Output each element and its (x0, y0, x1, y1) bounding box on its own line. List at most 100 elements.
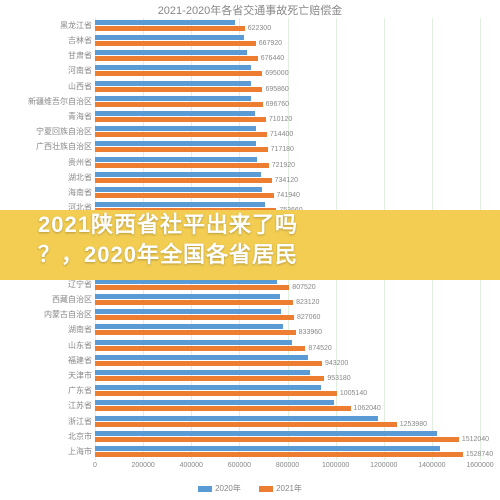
bar-row: 甘肃省676440 (95, 49, 480, 63)
bar-value-label: 874520 (308, 346, 331, 351)
category-label: 江苏省 (3, 399, 95, 413)
bar-2020 (95, 172, 261, 177)
bar-2021: 833960 (95, 330, 296, 335)
bar-2021: 874520 (95, 346, 305, 351)
bar-value-label: 833960 (299, 330, 322, 335)
bar-2020 (95, 50, 247, 55)
bar-2020 (95, 187, 262, 192)
bar-value-label: 695860 (265, 87, 288, 92)
bar-row: 广东省1005140 (95, 384, 480, 398)
bar-row: 山东省874520 (95, 339, 480, 353)
bar-row: 北京市1512040 (95, 430, 480, 444)
bar-row: 西藏自治区823120 (95, 293, 480, 307)
category-label: 福建省 (3, 354, 95, 368)
bar-value-label: 1253980 (400, 422, 427, 427)
category-label: 河南省 (3, 64, 95, 78)
bar-2021: 1005140 (95, 391, 337, 396)
bar-2020 (95, 65, 251, 70)
bar-value-label: 1512040 (462, 437, 489, 442)
category-label: 浙江省 (3, 415, 95, 429)
bar-2020 (95, 355, 308, 360)
bar-row: 浙江省1253980 (95, 415, 480, 429)
bar-2020 (95, 35, 244, 40)
bar-2020 (95, 431, 437, 436)
bar-2021: 827060 (95, 315, 294, 320)
bar-row: 广西壮族自治区717180 (95, 140, 480, 154)
category-label: 海南省 (3, 186, 95, 200)
headline-overlay: 2021陕西省社平出来了吗 ？，2020年全国各省居民 (0, 210, 500, 280)
bar-2020 (95, 202, 265, 207)
bar-2021: 823120 (95, 300, 293, 305)
bar-2021: 1062040 (95, 406, 351, 411)
x-axis: 0200000400000600000800000100000012000001… (95, 462, 480, 478)
bar-2021: 717180 (95, 147, 268, 152)
bar-value-label: 1062040 (354, 406, 381, 411)
bar-2021: 953180 (95, 376, 324, 381)
bar-row: 海南省741940 (95, 186, 480, 200)
bar-2020 (95, 400, 334, 405)
bar-2020 (95, 141, 256, 146)
bar-row: 新疆维吾尔自治区696760 (95, 95, 480, 109)
bar-value-label: 717180 (271, 147, 294, 152)
bar-value-label: 667920 (259, 41, 282, 46)
category-label: 湖南省 (3, 323, 95, 337)
category-label: 天津市 (3, 369, 95, 383)
legend: 2020年 2021年 (0, 483, 500, 494)
bar-value-label: 807520 (292, 285, 315, 290)
category-label: 新疆维吾尔自治区 (3, 95, 95, 109)
headline-line2: ？，2020年全国各省居民 (0, 240, 500, 270)
bar-2020 (95, 309, 281, 314)
bar-row: 福建省943200 (95, 354, 480, 368)
bar-2021: 695000 (95, 71, 262, 76)
bar-row: 湖南省833960 (95, 323, 480, 337)
bar-2020 (95, 157, 257, 162)
bar-2020 (95, 81, 251, 86)
bar-2020 (95, 416, 378, 421)
legend-swatch-2020 (198, 486, 212, 492)
category-label: 山东省 (3, 339, 95, 353)
bar-2021: 710120 (95, 117, 266, 122)
bar-value-label: 696760 (266, 102, 289, 107)
bar-2021: 1528740 (95, 452, 463, 457)
bar-value-label: 1528740 (466, 452, 493, 457)
bar-2021: 721920 (95, 163, 269, 168)
bar-2021: 807520 (95, 285, 289, 290)
bar-value-label: 823120 (296, 300, 319, 305)
bar-row: 江苏省1062040 (95, 399, 480, 413)
bar-value-label: 676440 (261, 56, 284, 61)
bar-value-label: 827060 (297, 315, 320, 320)
category-label: 贵州省 (3, 156, 95, 170)
category-label: 山西省 (3, 80, 95, 94)
bar-2020 (95, 385, 321, 390)
category-label: 青海省 (3, 110, 95, 124)
bar-2020 (95, 111, 255, 116)
bar-2021: 714400 (95, 132, 267, 137)
legend-label-2021: 2021年 (276, 484, 302, 493)
bar-2021: 695860 (95, 87, 262, 92)
category-label: 上海市 (3, 445, 95, 459)
category-label: 内蒙古自治区 (3, 308, 95, 322)
category-label: 黑龙江省 (3, 19, 95, 33)
bar-row: 内蒙古自治区827060 (95, 308, 480, 322)
legend-item-2021: 2021年 (259, 483, 302, 494)
category-label: 吉林省 (3, 34, 95, 48)
bar-value-label: 943200 (325, 361, 348, 366)
bar-2021: 676440 (95, 56, 258, 61)
bar-2021: 734120 (95, 178, 272, 183)
bar-row: 黑龙江省622300 (95, 19, 480, 33)
legend-item-2020: 2020年 (198, 483, 241, 494)
bar-row: 山西省695860 (95, 80, 480, 94)
bar-2020 (95, 370, 310, 375)
category-label: 甘肃省 (3, 49, 95, 63)
bar-2020 (95, 96, 251, 101)
bar-row: 吉林省667920 (95, 34, 480, 48)
category-label: 西藏自治区 (3, 293, 95, 307)
bar-row: 宁夏回族自治区714400 (95, 125, 480, 139)
bar-value-label: 622300 (248, 26, 271, 31)
legend-swatch-2021 (259, 486, 273, 492)
category-label: 宁夏回族自治区 (3, 125, 95, 139)
bar-2020 (95, 126, 256, 131)
bar-2020 (95, 20, 235, 25)
bar-2020 (95, 294, 280, 299)
bar-value-label: 714400 (270, 132, 293, 137)
